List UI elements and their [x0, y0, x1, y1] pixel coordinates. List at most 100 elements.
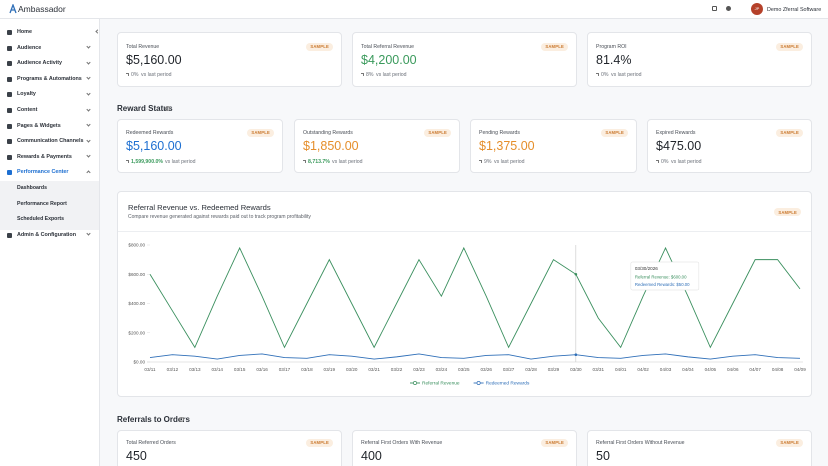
change-suffix: vs last period [141, 72, 172, 78]
metric-card: Total Revenue SAMPLE $5,160.00 0% vs last pe… [117, 32, 342, 87]
nav-item[interactable]: Rewards & Payments [17, 153, 72, 160]
nav-item[interactable]: Communication Channels [17, 138, 84, 145]
change-arrow [126, 73, 129, 76]
avatar[interactable]: JP [751, 3, 763, 15]
card-value: $1,850.00 [303, 139, 359, 153]
change-arrow [361, 73, 364, 76]
sample-badge: SAMPLE [776, 42, 803, 51]
sample-badge: SAMPLE [776, 128, 803, 137]
nav-icon [7, 92, 12, 98]
nav-icon [7, 76, 12, 82]
change-suffix: vs last period [332, 159, 363, 165]
sample-badge: SAMPLE [776, 438, 803, 447]
card-title: Total Referral Revenue [361, 44, 415, 50]
nav-item[interactable]: Admin & Configuration [17, 231, 76, 238]
change-suffix: vs last period [611, 72, 642, 78]
metric-card: Outstanding Rewards SAMPLE $1,850.00 8,713.… [294, 119, 460, 173]
nav-item[interactable]: Audience [17, 44, 42, 51]
sample-badge: SAMPLE [424, 128, 451, 137]
nav-chevron[interactable] [86, 138, 91, 143]
chart-subtitle: Compare revenue generated against reward… [128, 214, 311, 220]
nav-icon [7, 123, 12, 129]
submenu-item[interactable]: Performance Report [17, 200, 67, 207]
metric-card: Pending Rewards SAMPLE $1,375.00 9% vs last … [470, 119, 637, 173]
submenu-item[interactable]: Dashboards [17, 185, 47, 191]
nav-item[interactable]: Audience Activity [17, 60, 63, 67]
logo-icon [9, 4, 17, 14]
sidebar: Home Audience Audience Activity Programs & … [0, 19, 100, 466]
nav-icon [7, 108, 12, 113]
card-title: Referral First Orders Without Revenue [596, 440, 685, 446]
nav-chevron[interactable] [86, 231, 91, 236]
submenu-bg [0, 181, 99, 230]
logo[interactable]: Ambassador [18, 4, 66, 14]
card-value: $5,160.00 [126, 139, 182, 153]
change-arrow [479, 160, 482, 163]
sample-badge: SAMPLE [306, 438, 333, 447]
change-value: 9% [484, 159, 492, 165]
nav-chevron[interactable] [86, 60, 91, 65]
chart-card: Referral Revenue vs. Redeemed Rewards Com… [117, 191, 812, 397]
nav-icon [7, 61, 12, 67]
card-value: $4,200.00 [361, 53, 417, 67]
card-title: Pending Rewards [479, 130, 520, 136]
chart-title: Referral Revenue vs. Redeemed Rewards [128, 203, 271, 212]
card-value: $475.00 [656, 139, 702, 153]
change-suffix: vs last period [376, 72, 407, 78]
nav-item[interactable]: Pages & Widgets [17, 122, 61, 129]
account-name[interactable]: Demo Zferral Software [767, 7, 822, 13]
card-value: 450 [126, 449, 147, 463]
change-arrow [303, 160, 306, 163]
sample-badge: SAMPLE [541, 42, 568, 51]
card-title: Total Referred Orders [126, 440, 176, 446]
card-value: 400 [361, 449, 382, 463]
nav-icon [7, 45, 12, 51]
sample-badge: SAMPLE [541, 438, 568, 447]
nav-chevron[interactable] [86, 153, 91, 158]
section-title: Referrals to Orders [117, 415, 190, 424]
collapse-icon[interactable] [95, 29, 100, 34]
change-suffix: vs last period [494, 159, 525, 165]
change-arrow [596, 73, 599, 76]
nav-chevron[interactable] [86, 170, 91, 176]
metric-card: Total Referred Orders SAMPLE 450 [117, 430, 342, 466]
submenu-item[interactable]: Scheduled Exports [17, 216, 64, 223]
sample-badge: SAMPLE [306, 42, 333, 51]
help-icon[interactable] [726, 6, 731, 11]
info-icon [165, 106, 170, 111]
section-title: Reward Status [117, 104, 173, 113]
change-value: 0% [661, 159, 669, 165]
card-title: Expired Rewards [656, 130, 696, 136]
grid-icon[interactable] [712, 6, 717, 11]
nav-icon [7, 30, 12, 35]
nav-item[interactable]: Performance Center [17, 169, 69, 176]
info-icon [179, 417, 184, 422]
nav-icon [7, 232, 12, 238]
sample-badge: SAMPLE [601, 128, 628, 137]
sample-badge: SAMPLE [247, 128, 274, 137]
nav-chevron[interactable] [86, 91, 91, 96]
metric-card: Expired Rewards SAMPLE $475.00 0% vs last pe… [647, 119, 812, 173]
nav-icon [7, 154, 12, 160]
card-title: Total Revenue [126, 44, 160, 50]
card-title: Program ROI [596, 44, 627, 50]
metric-card: Referral First Orders With Revenue SAMPLE… [352, 430, 577, 466]
metric-card: Program ROI SAMPLE 81.4% 0% vs last period [587, 32, 812, 87]
nav-item[interactable]: Home [17, 29, 32, 35]
divider [118, 231, 811, 232]
nav-chevron[interactable] [86, 106, 91, 112]
nav-chevron[interactable] [86, 44, 91, 49]
nav-item[interactable]: Content [17, 107, 38, 113]
nav-chevron[interactable] [86, 122, 91, 127]
change-value: 8,713.7% [308, 159, 330, 165]
change-suffix: vs last period [165, 159, 196, 165]
nav-item[interactable]: Programs & Automations [17, 75, 82, 82]
change-value: 0% [601, 72, 609, 78]
nav-chevron[interactable] [86, 75, 91, 80]
metric-card: Total Referral Revenue SAMPLE $4,200.00 8% v… [352, 32, 577, 87]
card-value: 81.4% [596, 53, 632, 67]
nav-item[interactable]: Loyalty [17, 91, 36, 98]
card-value: 50 [596, 449, 610, 463]
card-value: $1,375.00 [479, 139, 535, 153]
